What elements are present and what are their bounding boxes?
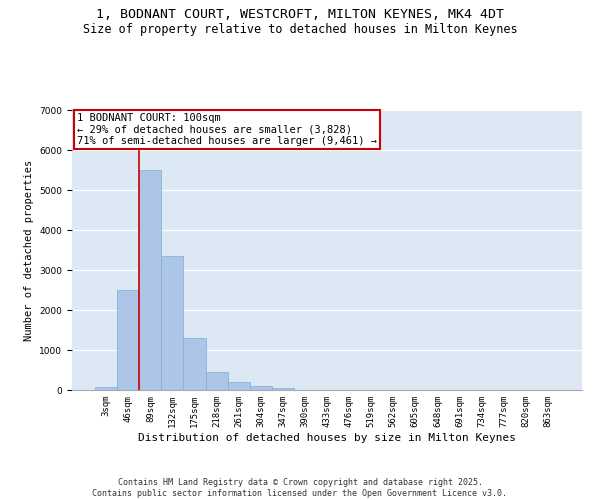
Bar <box>117 290 139 390</box>
Text: 1 BODNANT COURT: 100sqm
← 29% of detached houses are smaller (3,828)
71% of semi: 1 BODNANT COURT: 100sqm ← 29% of detache… <box>77 113 377 146</box>
Text: Contains HM Land Registry data © Crown copyright and database right 2025.
Contai: Contains HM Land Registry data © Crown c… <box>92 478 508 498</box>
Bar <box>139 170 161 390</box>
Bar <box>184 338 206 390</box>
Text: Size of property relative to detached houses in Milton Keynes: Size of property relative to detached ho… <box>83 22 517 36</box>
X-axis label: Distribution of detached houses by size in Milton Keynes: Distribution of detached houses by size … <box>138 432 516 442</box>
Bar <box>227 382 250 390</box>
Bar <box>206 372 227 390</box>
Bar <box>95 387 117 390</box>
Y-axis label: Number of detached properties: Number of detached properties <box>24 160 34 340</box>
Bar <box>250 386 272 390</box>
Bar <box>272 388 294 390</box>
Bar <box>161 256 184 390</box>
Text: 1, BODNANT COURT, WESTCROFT, MILTON KEYNES, MK4 4DT: 1, BODNANT COURT, WESTCROFT, MILTON KEYN… <box>96 8 504 20</box>
